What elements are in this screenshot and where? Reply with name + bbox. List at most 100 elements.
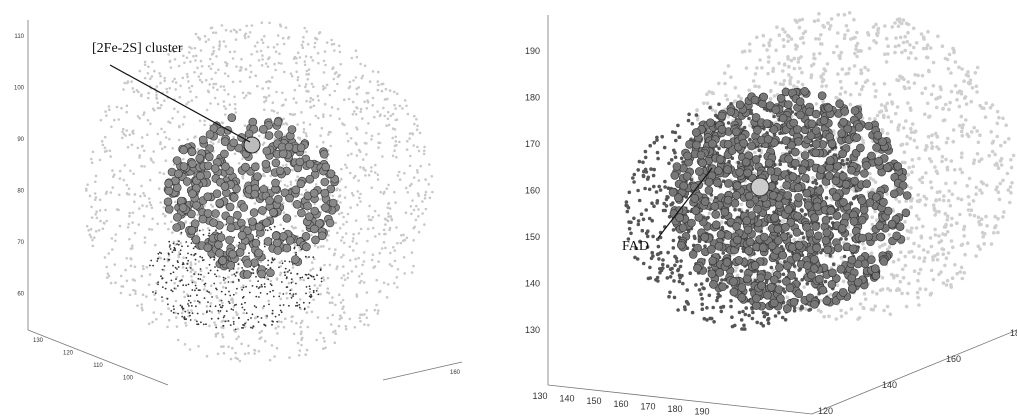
atom — [395, 226, 398, 229]
atom — [222, 325, 224, 327]
atom — [980, 217, 984, 221]
atom — [660, 135, 664, 139]
atom — [330, 323, 333, 326]
atom — [924, 203, 928, 207]
atom — [174, 170, 182, 178]
atom — [226, 310, 228, 312]
atom — [207, 38, 210, 41]
atom — [705, 306, 709, 310]
atom — [241, 157, 244, 160]
atom — [966, 241, 970, 245]
atom — [902, 41, 906, 45]
atom — [960, 243, 964, 247]
atom — [724, 94, 728, 98]
atom — [934, 97, 938, 101]
atom — [285, 164, 288, 167]
atom — [800, 208, 804, 212]
atom — [134, 232, 137, 235]
atom — [178, 244, 180, 246]
atom — [762, 34, 766, 38]
atom — [154, 244, 157, 247]
atom — [729, 299, 733, 303]
atom — [783, 62, 787, 66]
atom — [313, 292, 315, 294]
atom — [194, 135, 197, 138]
atom — [904, 199, 908, 203]
atom — [929, 180, 933, 184]
atom — [726, 98, 730, 102]
atom — [909, 127, 913, 131]
atom — [137, 147, 140, 150]
atom — [342, 305, 345, 308]
atom — [215, 229, 217, 231]
atom — [391, 137, 394, 140]
atom — [927, 69, 931, 73]
atom — [272, 159, 280, 167]
atom — [206, 109, 209, 112]
atom — [99, 209, 102, 212]
atom — [190, 295, 192, 297]
atom — [297, 273, 299, 275]
atom — [261, 284, 263, 286]
atom — [154, 298, 157, 301]
atom — [710, 317, 714, 321]
atom — [655, 136, 659, 140]
atom — [424, 178, 427, 181]
atom — [338, 195, 341, 198]
atom — [133, 279, 136, 282]
atom — [307, 277, 309, 279]
atom — [342, 284, 345, 287]
atom — [166, 91, 169, 94]
atom — [812, 56, 816, 60]
atom — [729, 305, 733, 309]
atom — [261, 330, 264, 333]
atom — [382, 107, 385, 110]
atom — [368, 205, 371, 208]
atom — [217, 127, 225, 135]
atom — [303, 131, 306, 134]
atom — [423, 146, 426, 149]
atom — [930, 133, 934, 137]
atom — [316, 146, 319, 149]
atom — [970, 100, 974, 104]
atom — [871, 188, 875, 192]
atom — [173, 213, 181, 221]
atom — [199, 289, 201, 291]
atom — [171, 231, 174, 234]
atom — [939, 270, 943, 274]
atom — [189, 312, 191, 314]
atom — [290, 181, 293, 184]
atom — [320, 269, 322, 271]
atom — [358, 149, 361, 152]
atom — [151, 228, 154, 231]
atom — [638, 199, 642, 203]
atom — [377, 260, 380, 263]
atom — [698, 238, 702, 242]
atom — [106, 191, 109, 194]
atom — [148, 228, 151, 231]
atom — [264, 340, 267, 343]
atom — [314, 244, 317, 247]
atom — [929, 46, 933, 50]
atom — [105, 266, 108, 269]
atom — [151, 218, 154, 221]
atom — [129, 294, 132, 297]
atom — [322, 88, 325, 91]
atom — [173, 78, 176, 81]
atom — [304, 151, 307, 154]
atom — [985, 224, 989, 228]
atom — [217, 310, 219, 312]
atom — [667, 186, 671, 190]
atom — [221, 320, 224, 323]
atom — [205, 323, 207, 325]
atom — [786, 40, 790, 44]
atom — [188, 300, 190, 302]
atom — [110, 126, 113, 129]
atom — [214, 97, 217, 100]
atom — [377, 178, 380, 181]
atom — [960, 151, 964, 155]
atom — [1000, 163, 1004, 167]
atom — [945, 141, 949, 145]
atom — [933, 228, 937, 232]
atom — [667, 162, 671, 166]
